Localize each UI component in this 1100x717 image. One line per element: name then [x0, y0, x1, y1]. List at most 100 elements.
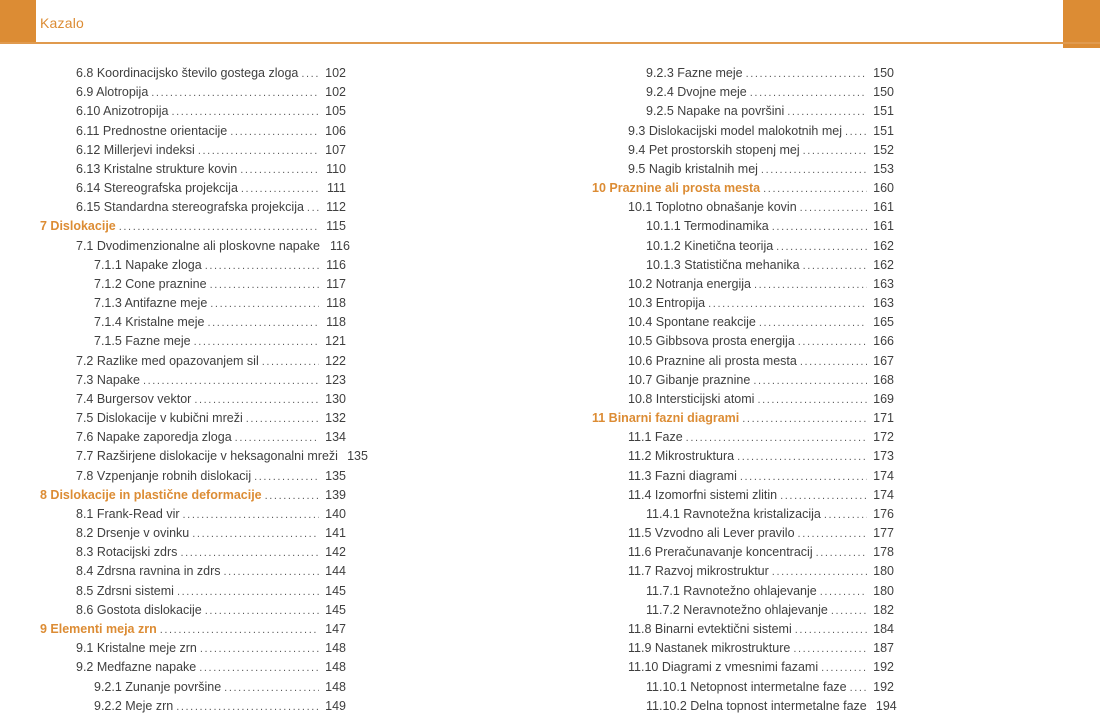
- toc-entry[interactable]: 10.5 Gibbsova prosta energija 166: [592, 332, 894, 351]
- toc-entry[interactable]: 9.2.5 Napake na površini 151: [592, 102, 894, 121]
- toc-entry-title: 8.5 Zdrsni sistemi: [76, 583, 174, 598]
- toc-entry[interactable]: 7 Dislokacije 115: [40, 217, 346, 236]
- toc-entry[interactable]: 11.4.1 Ravnotežna kristalizacija 176: [592, 505, 894, 524]
- toc-entry[interactable]: 8.1 Frank-Read vir 140: [40, 505, 346, 524]
- toc-entry[interactable]: 6.14 Stereografska projekcija 111: [40, 179, 346, 198]
- toc-entry[interactable]: 11.6 Preračunavanje koncentracij 178: [592, 543, 894, 562]
- toc-entry[interactable]: 7.1.3 Antifazne meje 118: [40, 294, 346, 313]
- toc-entry[interactable]: 11.7.1 Ravnotežno ohlajevanje 180: [592, 582, 894, 601]
- toc-entry[interactable]: 8.4 Zdrsna ravnina in zdrs 144: [40, 562, 346, 581]
- toc-entry[interactable]: 9.2 Medfazne napake 148: [40, 658, 346, 677]
- toc-entry[interactable]: 6.12 Millerjevi indeksi 107: [40, 141, 346, 160]
- toc-dot-leader: [254, 467, 319, 487]
- toc-dot-leader: [171, 102, 319, 122]
- toc-entry[interactable]: 11.9 Nastanek mikrostrukture 187: [592, 639, 894, 658]
- toc-entry[interactable]: 10.4 Spontane reakcije 165: [592, 313, 894, 332]
- toc-entry[interactable]: 7.1 Dvodimenzionalne ali ploskovne napak…: [40, 237, 350, 256]
- toc-entry[interactable]: 9 Elementi meja zrn 147: [40, 620, 346, 639]
- toc-entry[interactable]: 10.1.3 Statistična mehanika 162: [592, 256, 894, 275]
- toc-entry-page: 150: [873, 66, 894, 80]
- toc-dot-leader: [831, 601, 867, 621]
- toc-entry-title: 11.8 Binarni evtektični sistemi: [628, 621, 792, 636]
- toc-entry[interactable]: 7.2 Razlike med opazovanjem sil 122: [40, 352, 346, 371]
- toc-entry[interactable]: 11.7.2 Neravnotežno ohlajevanje 182: [592, 601, 894, 620]
- toc-entry[interactable]: 9.2.4 Dvojne meje 150: [592, 83, 894, 102]
- toc-entry[interactable]: 11.7 Razvoj mikrostruktur 180: [592, 562, 894, 581]
- toc-dot-leader: [224, 562, 319, 582]
- toc-entry-title: 11.4 Izomorfni sistemi zlitin: [628, 487, 778, 502]
- toc-dot-leader: [820, 582, 867, 602]
- toc-entry[interactable]: 9.3 Dislokacijski model malokotnih mej 15…: [592, 122, 894, 141]
- toc-entry-title: 7 Dislokacije: [40, 219, 116, 234]
- toc-dot-leader: [803, 256, 867, 276]
- toc-entry[interactable]: 11.1 Faze 172: [592, 428, 894, 447]
- toc-entry-page: 194: [875, 698, 897, 713]
- toc-entry[interactable]: 10.3 Entropija 163: [592, 294, 894, 313]
- toc-dot-leader: [177, 582, 319, 602]
- toc-entry[interactable]: 8.2 Drsenje v ovinku 141: [40, 524, 346, 543]
- toc-entry[interactable]: 7.4 Burgersov vektor 130: [40, 390, 346, 409]
- toc-dot-leader: [686, 428, 867, 448]
- toc-entry-page: 116: [329, 238, 350, 253]
- toc-entry[interactable]: 10.7 Gibanje praznine 168: [592, 371, 894, 390]
- toc-entry-title: 6.14 Stereografska projekcija: [76, 181, 238, 196]
- toc-entry[interactable]: 7.3 Napake 123: [40, 371, 346, 390]
- toc-entry-title: 11.10.2 Delna topnost intermetalne faze: [646, 698, 867, 713]
- toc-entry[interactable]: 10 Praznine ali prosta mesta 160: [592, 179, 894, 198]
- toc-entry[interactable]: 6.11 Prednostne orientacije 106: [40, 122, 346, 141]
- toc-entry[interactable]: 7.8 Vzpenjanje robnih dislokacij 135: [40, 467, 346, 486]
- toc-entry[interactable]: 9.2.3 Fazne meje 150: [592, 64, 894, 83]
- toc-entry-title: 11.2 Mikrostruktura: [628, 449, 735, 464]
- toc-entry[interactable]: 11.3 Fazni diagrami 174: [592, 467, 894, 486]
- toc-entry-title: 8.6 Gostota dislokacije: [76, 602, 202, 617]
- toc-entry[interactable]: 10.1.1 Termodinamika 161: [592, 217, 894, 236]
- toc-entry-title: 10.7 Gibanje praznine: [628, 372, 751, 387]
- toc-entry[interactable]: 11.4 Izomorfni sistemi zlitin 174: [592, 486, 894, 505]
- toc-entry[interactable]: 7.1.2 Cone praznine 117: [40, 275, 346, 294]
- toc-entry[interactable]: 11.10.1 Netopnost intermetalne faze 192: [592, 678, 894, 697]
- toc-entry[interactable]: 11.8 Binarni evtektični sistemi 184: [592, 620, 894, 639]
- toc-entry-title: 6.13 Kristalne strukture kovin: [76, 161, 238, 176]
- toc-entry[interactable]: 8.6 Gostota dislokacije 145: [40, 601, 346, 620]
- toc-dot-leader: [205, 256, 319, 276]
- toc-entry[interactable]: 10.8 Intersticijski atomi 169: [592, 390, 894, 409]
- toc-entry-page: 192: [873, 660, 894, 675]
- toc-entry[interactable]: 11.10.2 Delna topnost intermetalne faze 1…: [592, 697, 897, 716]
- toc-entry[interactable]: 9.5 Nagib kristalnih mej 153: [592, 160, 894, 179]
- toc-entry[interactable]: 10.2 Notranja energija 163: [592, 275, 894, 294]
- toc-entry[interactable]: 11.2 Mikrostruktura 173: [592, 447, 894, 466]
- toc-entry[interactable]: 9.2.2 Meje zrn 149: [40, 697, 346, 716]
- toc-entry[interactable]: 10.1.2 Kinetična teorija 162: [592, 237, 894, 256]
- toc-dot-leader: [763, 179, 867, 199]
- toc-entry[interactable]: 11.10 Diagrami z vmesnimi fazami 192: [592, 658, 894, 677]
- toc-entry[interactable]: 9.4 Pet prostorskih stopenj mej 152: [592, 141, 894, 160]
- toc-entry-page: 121: [325, 334, 346, 349]
- toc-entry[interactable]: 10.6 Praznine ali prosta mesta 167: [592, 352, 894, 371]
- toc-entry[interactable]: 7.6 Napake zaporedja zloga 134: [40, 428, 346, 447]
- toc-entry-page: 151: [873, 123, 894, 138]
- toc-entry-title: 11.1 Faze: [628, 430, 683, 445]
- toc-entry[interactable]: 6.9 Alotropija 102: [40, 83, 346, 102]
- toc-entry[interactable]: 10.1 Toplotno obnašanje kovin 161: [592, 198, 894, 217]
- toc-entry[interactable]: 6.8 Koordinacijsko število gostega zloga…: [40, 64, 346, 83]
- toc-dot-leader: [240, 160, 319, 180]
- toc-entry[interactable]: 8 Dislokacije in plastične deformacije 13…: [40, 486, 346, 505]
- toc-entry[interactable]: 8.5 Zdrsni sistemi 145: [40, 582, 346, 601]
- toc-entry[interactable]: 7.1.4 Kristalne meje 118: [40, 313, 346, 332]
- toc-dot-leader: [772, 217, 867, 237]
- toc-entry-page: 163: [873, 296, 894, 311]
- toc-entry[interactable]: 7.1.5 Fazne meje 121: [40, 332, 346, 351]
- toc-entry[interactable]: 11 Binarni fazni diagrami 171: [592, 409, 894, 428]
- toc-entry[interactable]: 9.1 Kristalne meje zrn 148: [40, 639, 346, 658]
- toc-entry[interactable]: 7.5 Dislokacije v kubični mreži 132: [40, 409, 346, 428]
- toc-entry[interactable]: 6.15 Standardna stereografska projekcija…: [40, 198, 346, 217]
- toc-entry-title: 7.4 Burgersov vektor: [76, 391, 192, 406]
- toc-entry[interactable]: 6.10 Anizotropija 105: [40, 102, 346, 121]
- toc-entry[interactable]: 9.2.1 Zunanje površine 148: [40, 678, 346, 697]
- toc-entry[interactable]: 6.13 Kristalne strukture kovin 110: [40, 160, 346, 179]
- toc-entry[interactable]: 8.3 Rotacijski zdrs 142: [40, 543, 346, 562]
- toc-entry-page: 107: [325, 142, 346, 157]
- toc-entry[interactable]: 11.5 Vzvodno ali Lever pravilo 177: [592, 524, 894, 543]
- toc-entry[interactable]: 7.7 Razširjene dislokacije v heksagonaln…: [40, 447, 368, 466]
- toc-entry[interactable]: 7.1.1 Napake zloga 116: [40, 256, 346, 275]
